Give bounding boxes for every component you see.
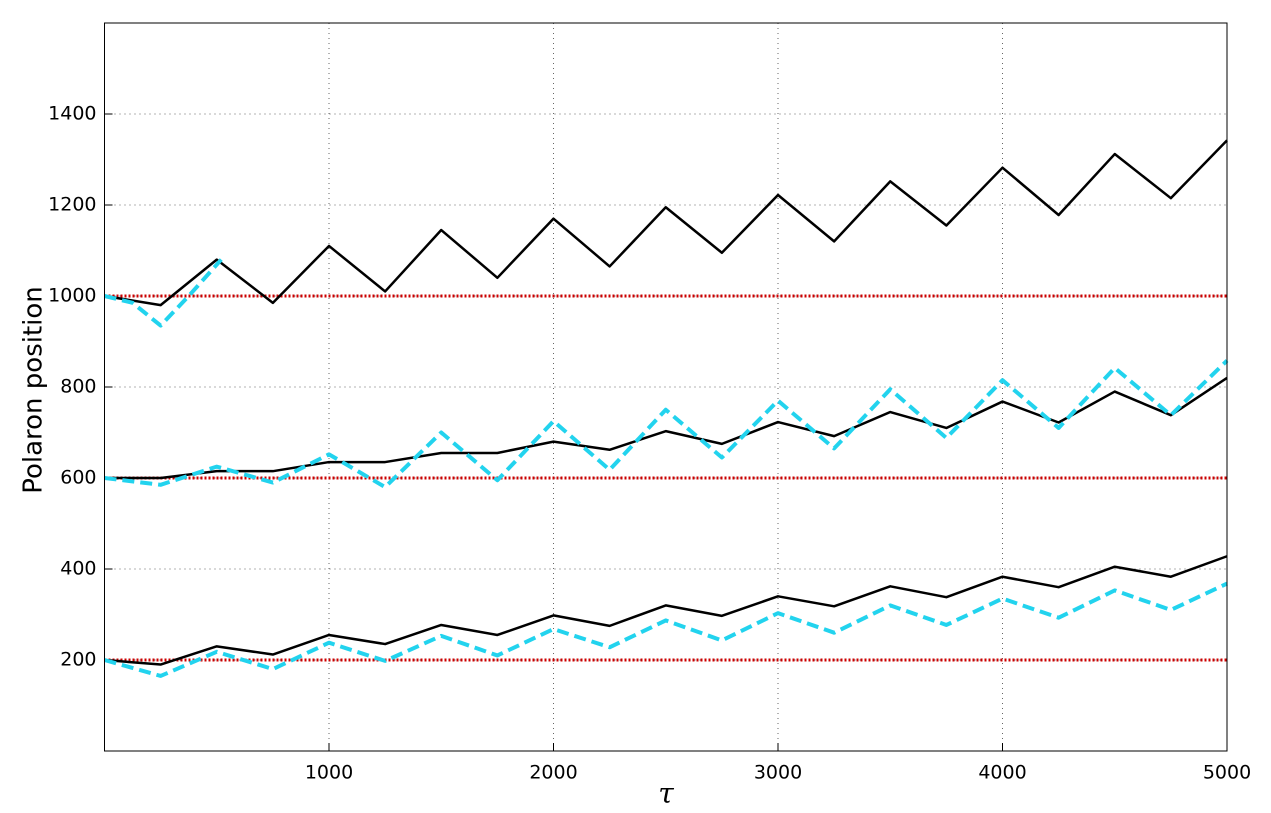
x-axis-label: τ bbox=[658, 777, 674, 810]
series-line bbox=[104, 555, 1228, 666]
series-line bbox=[103, 581, 1228, 678]
x-tick-label: 5000 bbox=[1203, 762, 1251, 784]
x-tick-label: 4000 bbox=[978, 762, 1026, 784]
y-tick-label: 1000 bbox=[48, 285, 96, 307]
series-line bbox=[104, 359, 1229, 490]
y-tick-label: 600 bbox=[60, 467, 96, 489]
series-line bbox=[104, 258, 223, 328]
x-tick-label: 2000 bbox=[529, 762, 577, 784]
y-tick-label: 1200 bbox=[48, 194, 96, 216]
x-tick-label: 3000 bbox=[754, 762, 802, 784]
series-line bbox=[104, 139, 1228, 307]
y-tick-label: 1400 bbox=[48, 103, 96, 125]
y-tick-label: 400 bbox=[60, 558, 96, 580]
y-tick-label: 800 bbox=[60, 376, 96, 398]
series-line bbox=[104, 376, 1228, 480]
y-tick-label: 200 bbox=[60, 649, 96, 671]
x-tick-label: 1000 bbox=[305, 762, 353, 784]
y-axis-label: Polaron position bbox=[19, 286, 49, 494]
plot-frame bbox=[104, 22, 1228, 752]
